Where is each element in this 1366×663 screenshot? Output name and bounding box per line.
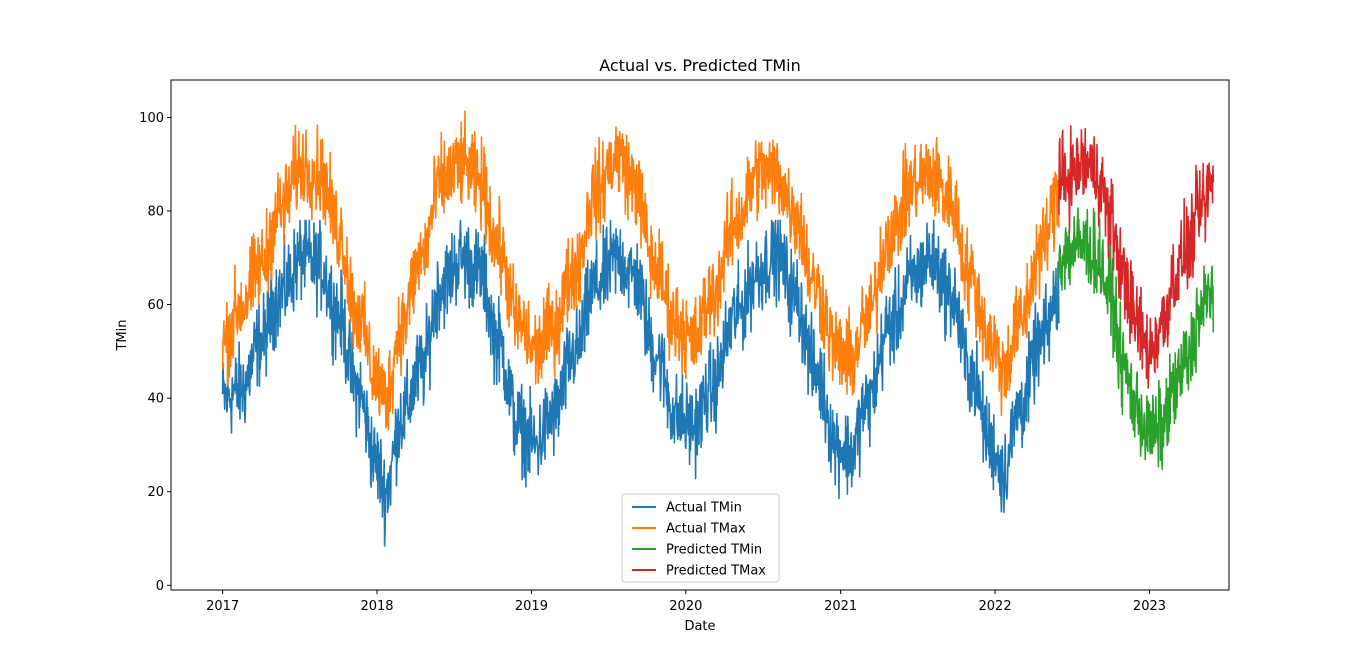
x-tick-label: 2017 bbox=[206, 599, 239, 614]
y-tick-label: 80 bbox=[147, 205, 164, 220]
series-line-1 bbox=[221, 219, 1060, 547]
series-line-4 bbox=[1058, 125, 1215, 389]
y-tick-label: 60 bbox=[147, 298, 164, 313]
x-tick-label: 2023 bbox=[1133, 599, 1166, 614]
series-line-3 bbox=[1058, 207, 1215, 470]
chart-title: Actual vs. Predicted TMin bbox=[599, 56, 801, 75]
legend: Actual TMin Actual TMax Predicted TMin Pred… bbox=[621, 493, 780, 583]
legend-label: Actual TMin bbox=[666, 501, 742, 516]
x-tick-label: 2018 bbox=[360, 599, 393, 614]
x-axis: 2017 2018 2019 2020 2021 2022 2023 bbox=[206, 590, 1166, 614]
series-line-2 bbox=[221, 110, 1060, 431]
legend-label: Predicted TMin bbox=[666, 543, 762, 558]
x-tick-label: 2020 bbox=[669, 599, 702, 614]
y-tick-label: 40 bbox=[147, 392, 164, 407]
legend-label: Actual TMax bbox=[666, 522, 746, 537]
x-tick-label: 2021 bbox=[824, 599, 857, 614]
x-axis-label: Date bbox=[684, 619, 715, 634]
series-layer bbox=[221, 110, 1215, 547]
y-axis-label: TMin bbox=[115, 319, 130, 351]
legend-label: Predicted TMax bbox=[666, 564, 766, 579]
legend-frame bbox=[621, 493, 780, 583]
x-tick-label: 2022 bbox=[979, 599, 1012, 614]
y-tick-label: 100 bbox=[139, 111, 164, 126]
x-tick-label: 2019 bbox=[515, 599, 548, 614]
y-axis: 0 20 40 60 80 100 bbox=[139, 111, 171, 594]
y-tick-label: 0 bbox=[156, 579, 164, 594]
plot-frame bbox=[170, 79, 1230, 591]
y-tick-label: 20 bbox=[147, 485, 164, 500]
